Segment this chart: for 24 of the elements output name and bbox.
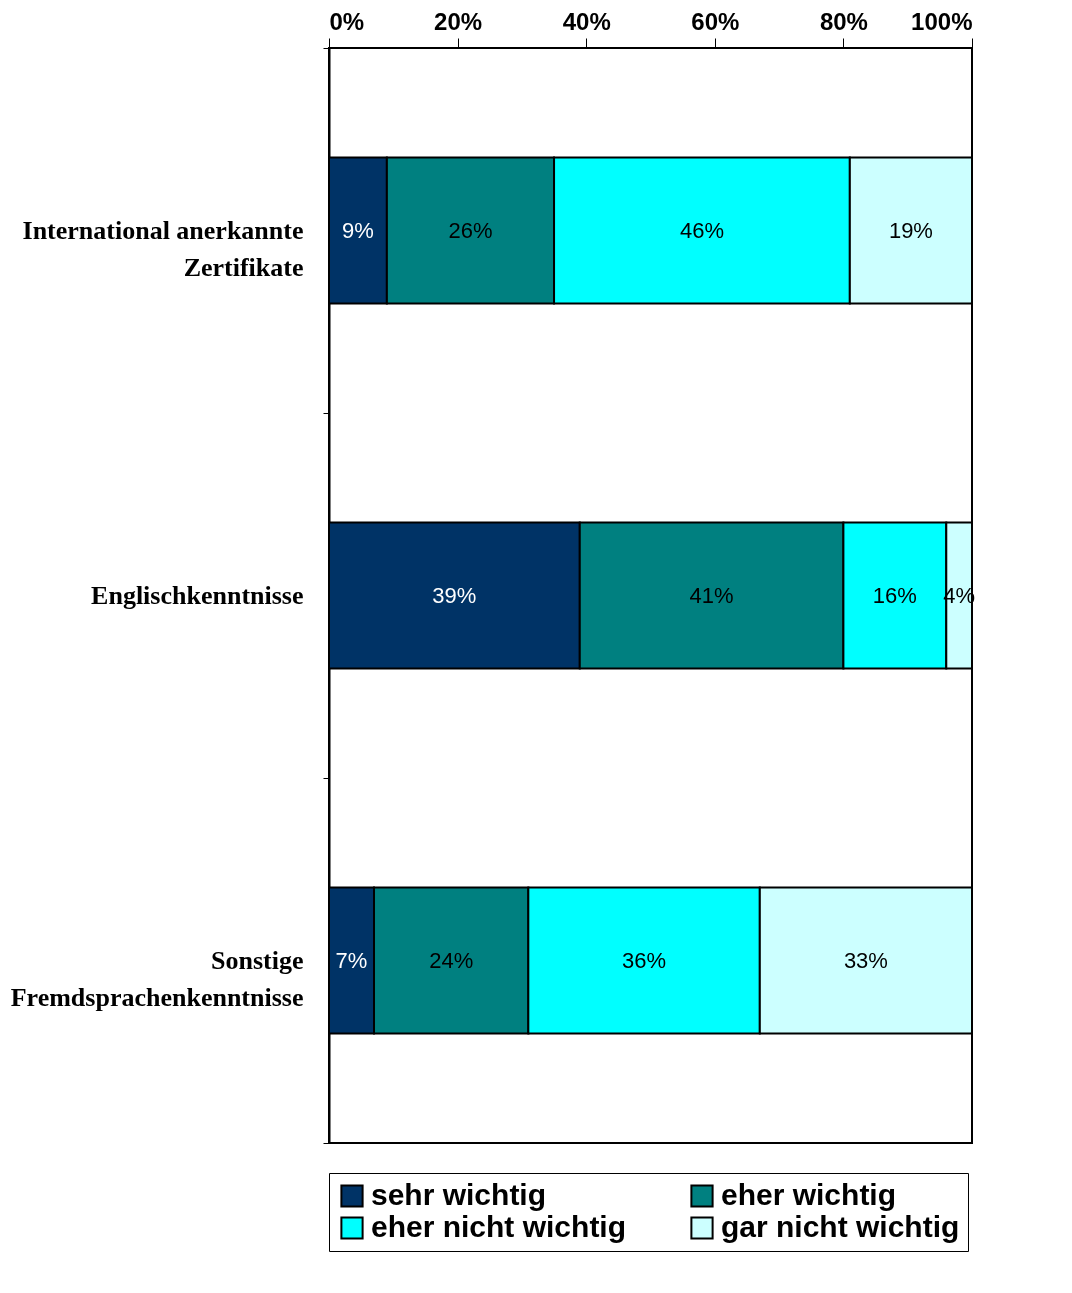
text: 24%: [429, 947, 474, 973]
legend-label: eher nicht wichtig: [371, 1210, 627, 1243]
text: 9%: [342, 217, 374, 243]
x-tick-label: 20%: [434, 7, 483, 35]
text: 33%: [843, 947, 888, 973]
x-tick-label: 100%: [911, 7, 973, 35]
legend-label: eher wichtig: [721, 1178, 897, 1211]
text: 7%: [335, 947, 368, 973]
text: 16%: [872, 582, 917, 608]
legend-label: sehr wichtig: [371, 1178, 547, 1211]
y-tick-label: International anerkannte Zertifikate: [22, 216, 304, 282]
y-tick-label: Sonstige Fremdsprachenkenntnisse: [10, 946, 304, 1012]
text: 41%: [689, 582, 734, 608]
x-tick-label: 40%: [562, 7, 611, 35]
legend-label: gar nicht wichtig: [721, 1210, 960, 1243]
text: 39%: [432, 582, 477, 608]
y-tick-label: Englischkenntnisse: [91, 581, 304, 610]
text: 19%: [888, 217, 933, 243]
text: 36%: [622, 947, 667, 973]
text: 26%: [448, 217, 493, 243]
x-tick-label: 60%: [691, 7, 740, 35]
text: 46%: [679, 217, 724, 243]
x-tick-label: 80%: [819, 7, 868, 35]
x-tick-label: 0%: [329, 7, 365, 35]
